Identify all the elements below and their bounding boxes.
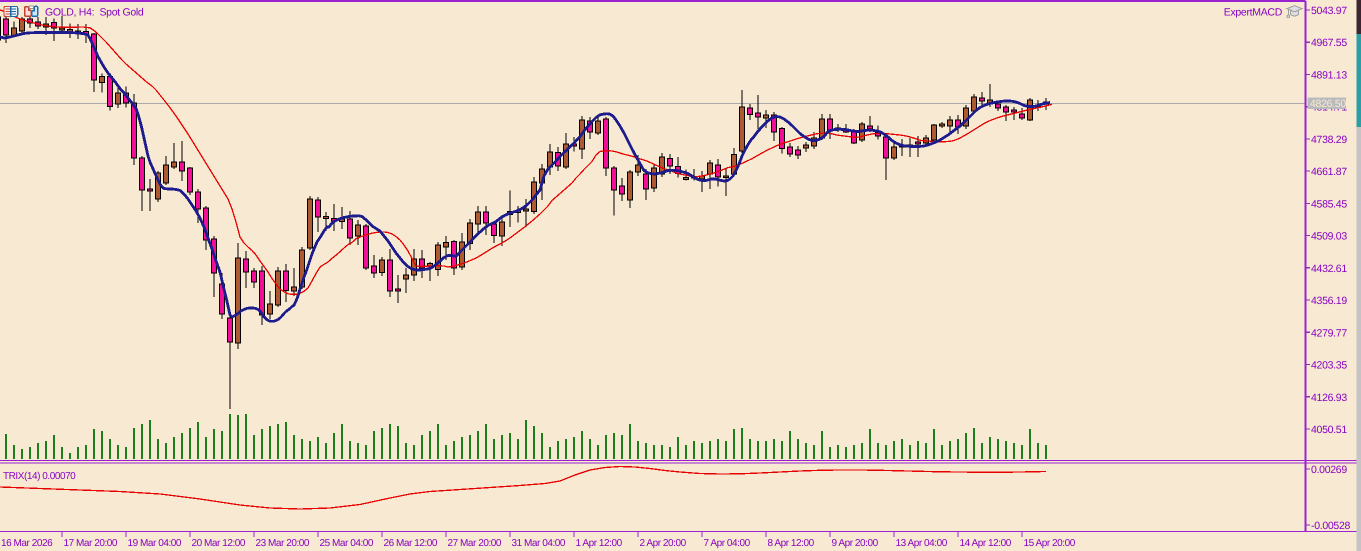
- svg-text:GOLD, H4: Spot Gold: GOLD, H4: Spot Gold: [45, 7, 144, 19]
- svg-text:4203.35: 4203.35: [1311, 360, 1347, 372]
- svg-text:26 Mar 12:00: 26 Mar 12:00: [384, 538, 438, 549]
- svg-text:4661.87: 4661.87: [1311, 166, 1347, 178]
- svg-text:9 Apr 20:00: 9 Apr 20:00: [832, 538, 879, 549]
- svg-text:4738.29: 4738.29: [1311, 134, 1347, 146]
- svg-text:13 Apr 04:00: 13 Apr 04:00: [896, 538, 948, 549]
- svg-text:4509.03: 4509.03: [1311, 231, 1347, 243]
- svg-text:4585.45: 4585.45: [1311, 198, 1347, 210]
- svg-text:31 Mar 04:00: 31 Mar 04:00: [512, 538, 566, 549]
- svg-text:25 Mar 04:00: 25 Mar 04:00: [320, 538, 374, 549]
- svg-text:8 Apr 12:00: 8 Apr 12:00: [768, 538, 815, 549]
- svg-text:-0.00528: -0.00528: [1311, 520, 1351, 532]
- svg-text:19 Mar 04:00: 19 Mar 04:00: [128, 538, 182, 549]
- svg-text:1 Apr 12:00: 1 Apr 12:00: [576, 538, 623, 549]
- svg-text:4050.51: 4050.51: [1311, 424, 1347, 436]
- svg-text:16 Mar 2026: 16 Mar 2026: [1, 538, 53, 549]
- svg-text:5043.97: 5043.97: [1311, 5, 1347, 17]
- svg-text:17 Mar 20:00: 17 Mar 20:00: [64, 538, 118, 549]
- svg-text:4432.61: 4432.61: [1311, 263, 1347, 275]
- svg-text:4826.50: 4826.50: [1310, 98, 1346, 110]
- svg-text:0.00269: 0.00269: [1311, 464, 1347, 476]
- svg-text:4356.19: 4356.19: [1311, 295, 1347, 307]
- svg-text:20 Mar 12:00: 20 Mar 12:00: [192, 538, 246, 549]
- svg-text:27 Mar 20:00: 27 Mar 20:00: [448, 538, 502, 549]
- svg-text:14 Apr 12:00: 14 Apr 12:00: [960, 538, 1012, 549]
- svg-text:15 Apr 20:00: 15 Apr 20:00: [1024, 538, 1076, 549]
- svg-text:ExpertMACD: ExpertMACD: [1224, 7, 1283, 19]
- svg-text:23 Mar 20:00: 23 Mar 20:00: [256, 538, 310, 549]
- svg-text:4279.77: 4279.77: [1311, 327, 1347, 339]
- svg-text:4967.55: 4967.55: [1311, 37, 1347, 49]
- svg-text:4891.13: 4891.13: [1311, 70, 1347, 82]
- svg-text:TRIX(14) 0.00070: TRIX(14) 0.00070: [3, 471, 76, 482]
- svg-text:2 Apr 20:00: 2 Apr 20:00: [640, 538, 687, 549]
- svg-text:4126.93: 4126.93: [1311, 392, 1347, 404]
- svg-text:7 Apr 04:00: 7 Apr 04:00: [704, 538, 751, 549]
